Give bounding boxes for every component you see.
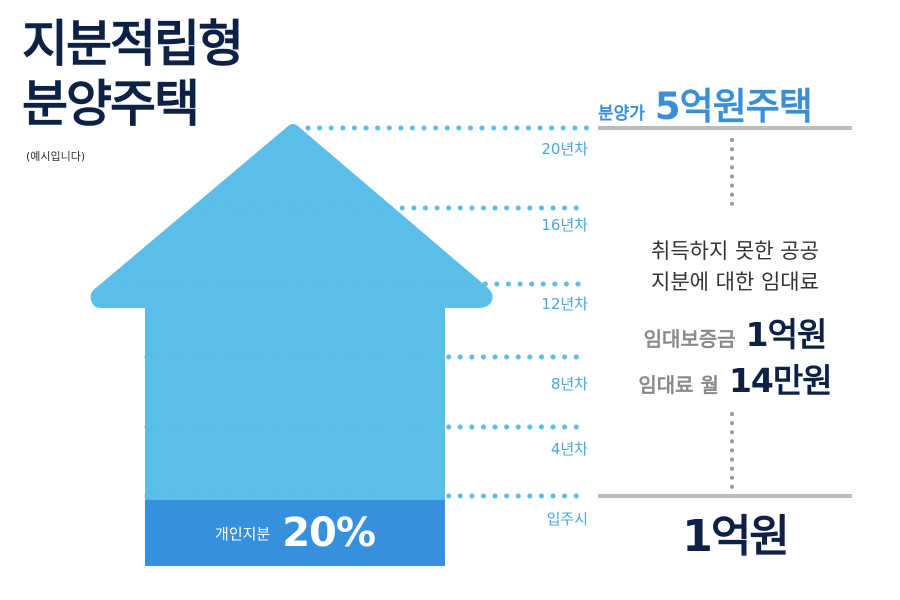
deposit-value: 1억원 (745, 315, 828, 354)
house-arrow-shape (90, 124, 493, 566)
deposit-row: 임대보증금 1억원 (600, 308, 870, 356)
title-line-1: 지분적립형 (22, 15, 244, 73)
personal-share-label: 개인지분 (215, 524, 271, 543)
sale-price: 분양가 5억원주택 (598, 76, 852, 130)
stage-dotted-lines (111, 125, 590, 499)
monthly-rent-value: 14만원 (728, 361, 833, 400)
stage-label-12yr: 12년차 (541, 295, 588, 313)
stage-label-16yr: 16년차 (541, 216, 588, 234)
sale-price-label: 분양가 (598, 104, 645, 124)
monthly-rent-label: 임대료 월 (638, 373, 719, 397)
rent-description-line-2: 지분에 대한 임대료 (651, 270, 819, 294)
title-line-2: 분양주택 (22, 75, 200, 133)
sale-price-value: 5억원주택 (654, 85, 813, 128)
stage-label-movein: 입주시 (546, 510, 588, 528)
stage-label-4yr: 4년차 (550, 440, 588, 458)
deposit-label: 임대보증금 (643, 327, 736, 351)
rent-description: 취득하지 못한 공공 지분에 대한 임대료 (600, 236, 870, 298)
stage-label-8yr: 8년차 (550, 375, 588, 393)
page-title: 지분적립형 분양주택 (22, 14, 244, 134)
monthly-rent-row: 임대료 월 14만원 (600, 354, 870, 402)
personal-share-box: 개인지분 20% (145, 500, 445, 566)
stage-label-20yr: 20년차 (541, 140, 588, 158)
example-note: (예시입니다) (26, 150, 86, 163)
personal-share-bar (145, 500, 445, 566)
rent-description-line-1: 취득하지 못한 공공 (651, 239, 819, 263)
move-in-amount: 1억원 (682, 511, 790, 562)
personal-share-value: 20% (282, 510, 376, 556)
